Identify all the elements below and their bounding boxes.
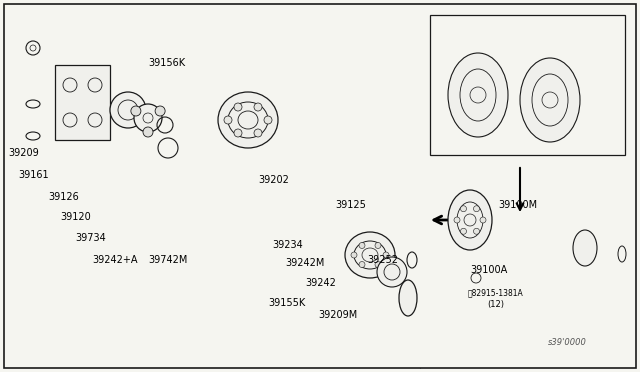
Circle shape bbox=[134, 104, 162, 132]
Text: 39125: 39125 bbox=[335, 200, 366, 210]
Text: 39242+A: 39242+A bbox=[92, 255, 138, 265]
Text: 39242M: 39242M bbox=[285, 258, 324, 268]
Bar bbox=[430, 15, 625, 155]
Circle shape bbox=[359, 243, 365, 248]
Circle shape bbox=[377, 257, 407, 287]
Circle shape bbox=[375, 262, 381, 267]
Text: 39209M: 39209M bbox=[318, 310, 357, 320]
Text: (12): (12) bbox=[487, 300, 504, 309]
Ellipse shape bbox=[520, 58, 580, 142]
Ellipse shape bbox=[573, 230, 597, 266]
Text: 39734: 39734 bbox=[75, 233, 106, 243]
Text: 39242: 39242 bbox=[305, 278, 336, 288]
Circle shape bbox=[143, 127, 153, 137]
Text: 39155K: 39155K bbox=[268, 298, 305, 308]
Ellipse shape bbox=[399, 280, 417, 316]
Circle shape bbox=[454, 217, 460, 223]
Circle shape bbox=[461, 228, 467, 234]
Text: s39'0000: s39'0000 bbox=[548, 338, 587, 347]
Circle shape bbox=[224, 116, 232, 124]
Bar bbox=[55, 65, 110, 140]
Text: 39742M: 39742M bbox=[148, 255, 188, 265]
Ellipse shape bbox=[448, 53, 508, 137]
Circle shape bbox=[234, 129, 242, 137]
Text: 39252: 39252 bbox=[367, 255, 398, 265]
Text: 39126: 39126 bbox=[48, 192, 79, 202]
Ellipse shape bbox=[448, 190, 492, 250]
Circle shape bbox=[155, 106, 165, 116]
Circle shape bbox=[461, 206, 467, 212]
Circle shape bbox=[375, 243, 381, 248]
Text: 39120: 39120 bbox=[60, 212, 91, 222]
Circle shape bbox=[474, 228, 479, 234]
Text: 39100A: 39100A bbox=[470, 265, 508, 275]
Circle shape bbox=[474, 206, 479, 212]
Text: 39202: 39202 bbox=[258, 175, 289, 185]
Circle shape bbox=[234, 103, 242, 111]
Text: 39234: 39234 bbox=[272, 240, 303, 250]
Circle shape bbox=[351, 252, 357, 258]
Circle shape bbox=[254, 129, 262, 137]
Circle shape bbox=[110, 92, 146, 128]
Circle shape bbox=[383, 252, 389, 258]
Text: 39100M: 39100M bbox=[498, 200, 537, 210]
Text: Ⓢ82915-1381A: Ⓢ82915-1381A bbox=[468, 288, 524, 297]
Circle shape bbox=[131, 106, 141, 116]
Text: 39209: 39209 bbox=[8, 148, 39, 158]
Circle shape bbox=[359, 262, 365, 267]
Ellipse shape bbox=[218, 92, 278, 148]
Circle shape bbox=[480, 217, 486, 223]
Circle shape bbox=[264, 116, 272, 124]
Text: 39161: 39161 bbox=[18, 170, 49, 180]
Text: 39156K: 39156K bbox=[148, 58, 185, 68]
Ellipse shape bbox=[345, 232, 395, 278]
Circle shape bbox=[254, 103, 262, 111]
